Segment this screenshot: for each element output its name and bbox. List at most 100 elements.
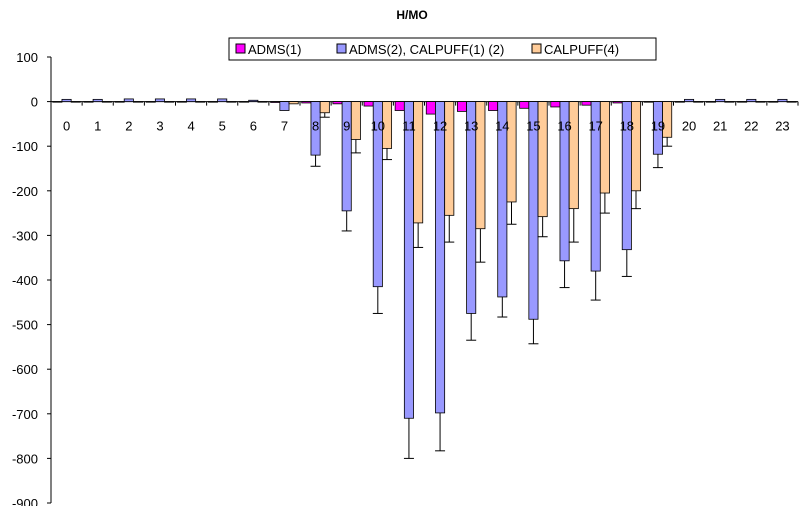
y-tick-label: -300 [12, 228, 38, 243]
bar-adms-1- [270, 101, 281, 103]
bar-calpuff-4- [319, 101, 330, 114]
bar-adms-1- [456, 101, 467, 112]
chart-title: H/MO [396, 8, 427, 22]
bar-adms-1- [488, 101, 499, 111]
bar-adms-1- [705, 101, 716, 103]
x-category-label: 17 [588, 119, 602, 134]
bar-adms-2-calpuff-1-2- [715, 98, 726, 103]
x-category-label: 11 [402, 119, 416, 134]
bar-calpuff-4- [413, 101, 424, 224]
bar-adms-2-calpuff-1-2- [746, 98, 757, 103]
bar-calpuff-4- [257, 101, 268, 103]
bar-adms-1- [301, 101, 312, 104]
legend-swatch-calpuff4 [531, 43, 542, 54]
x-category-label: 9 [343, 119, 350, 134]
legend-label-calpuff4: CALPUFF(4) [544, 42, 619, 57]
legend-swatch-adms1 [235, 43, 246, 54]
x-category-label: 3 [156, 119, 163, 134]
x-category-label: 8 [312, 119, 319, 134]
y-tick-label: -200 [12, 184, 38, 199]
bar-adms-2-calpuff-1-2- [123, 98, 134, 103]
bar-adms-2-calpuff-1-2- [528, 101, 539, 320]
bar-adms-1- [207, 101, 218, 103]
bar-adms-2-calpuff-1-2- [435, 101, 446, 414]
x-category-label: 14 [495, 119, 509, 134]
x-category-label: 2 [125, 119, 132, 134]
bar-calpuff-4- [350, 101, 361, 140]
x-category-label: 7 [281, 119, 288, 134]
x-category-label: 16 [557, 119, 571, 134]
x-category-label: 13 [464, 119, 478, 134]
bar-adms-1- [643, 101, 654, 103]
bar-adms-2-calpuff-1-2- [186, 98, 197, 103]
bar-adms-2-calpuff-1-2- [217, 98, 228, 103]
x-category-label: 21 [713, 119, 727, 134]
bar-calpuff-4- [226, 101, 237, 103]
bar-calpuff-4- [724, 101, 735, 103]
bar-adms-2-calpuff-1-2- [403, 101, 414, 419]
legend: ADMS(1) ADMS(2), CALPUFF(1) (2) CALPUFF(… [228, 37, 657, 61]
bar-adms-1- [176, 101, 187, 103]
legend-label-adms1: ADMS(1) [248, 42, 301, 57]
bar-adms-2-calpuff-1-2- [777, 98, 788, 103]
bar-adms-1- [674, 101, 685, 103]
bar-adms-1- [363, 101, 374, 107]
bar-calpuff-4- [631, 101, 642, 192]
bar-adms-2-calpuff-1-2- [684, 98, 695, 103]
legend-swatch-adms2 [336, 43, 347, 54]
y-tick-label: 0 [31, 95, 38, 110]
bar-adms-1- [425, 101, 436, 115]
x-category-label: 5 [219, 119, 226, 134]
x-category-label: 20 [682, 119, 696, 134]
bar-adms-2-calpuff-1-2- [92, 98, 103, 103]
bar-calpuff-4- [693, 101, 704, 103]
bar-calpuff-4- [599, 101, 610, 194]
x-category-label: 6 [250, 119, 257, 134]
y-tick-label: -700 [12, 407, 38, 422]
bar-adms-1- [612, 101, 623, 104]
bar-adms-1- [768, 101, 779, 103]
x-category-label: 10 [371, 119, 385, 134]
x-category-label: 0 [63, 119, 70, 134]
bar-adms-1- [581, 101, 592, 106]
bar-adms-1- [519, 101, 530, 109]
bar-adms-1- [114, 101, 125, 103]
y-tick-label: -900 [12, 496, 38, 506]
x-category-label: 4 [187, 119, 194, 134]
bar-calpuff-4- [195, 101, 206, 103]
bar-adms-1- [52, 101, 63, 103]
bar-adms-2-calpuff-1-2- [154, 98, 165, 103]
plot-area: 1000-100-200-300-400-500-600-700-800-900… [12, 50, 799, 506]
bar-calpuff-4- [475, 101, 486, 230]
bar-calpuff-4- [786, 101, 797, 103]
bar-adms-1- [550, 101, 561, 108]
y-tick-label: -600 [12, 362, 38, 377]
bar-adms-2-calpuff-1-2- [61, 98, 72, 103]
x-category-label: 12 [433, 119, 447, 134]
bar-adms-1- [737, 101, 748, 103]
x-category-label: 1 [94, 119, 101, 134]
y-tick-label: -400 [12, 273, 38, 288]
bar-calpuff-4- [164, 101, 175, 103]
bar-adms-1- [394, 101, 405, 111]
bar-calpuff-4- [101, 101, 112, 103]
y-tick-label: -800 [12, 451, 38, 466]
bar-calpuff-4- [288, 101, 299, 105]
y-tick-label: -100 [12, 139, 38, 154]
bar-adms-2-calpuff-1-2- [279, 101, 290, 111]
bar-adms-1- [83, 101, 94, 103]
bar-adms-1- [239, 101, 250, 103]
x-category-label: 22 [744, 119, 758, 134]
bar-calpuff-4- [506, 101, 517, 203]
y-tick-label: -500 [12, 318, 38, 333]
x-category-label: 15 [526, 119, 540, 134]
x-category-label: 19 [651, 119, 665, 134]
x-category-label: 23 [775, 119, 789, 134]
bar-calpuff-4- [133, 101, 144, 103]
bar-adms-1- [332, 101, 343, 105]
x-category-label: 18 [620, 119, 634, 134]
y-tick-label: 100 [16, 50, 38, 65]
bar-calpuff-4- [755, 101, 766, 103]
bar-adms-2-calpuff-1-2- [248, 99, 259, 103]
